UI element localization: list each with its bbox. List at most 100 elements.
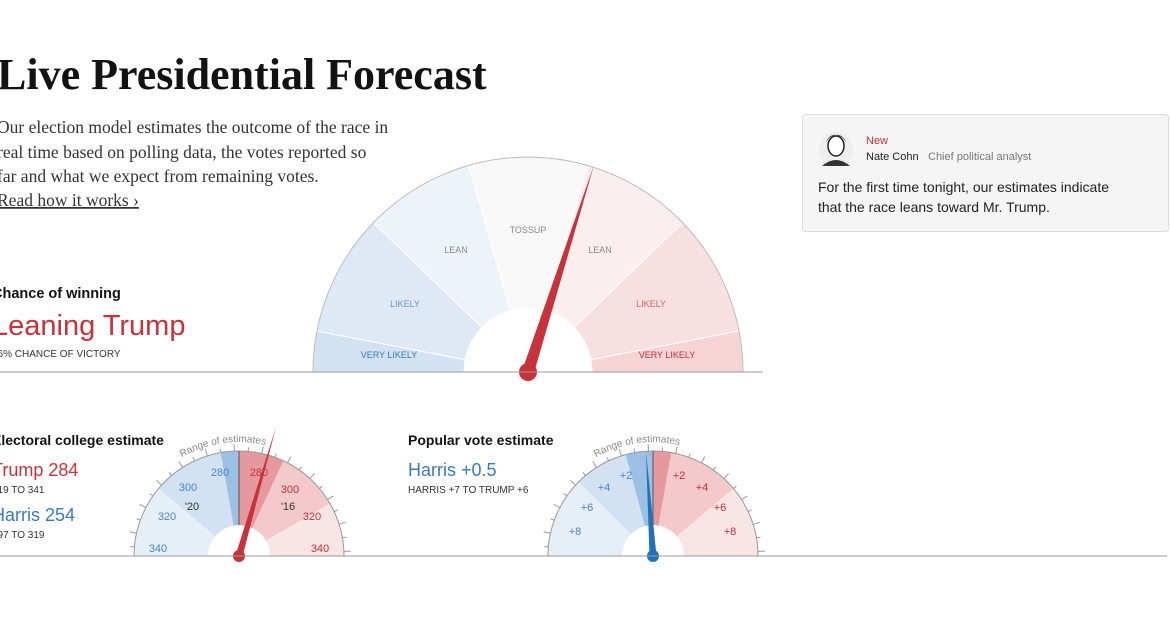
badge: New xyxy=(866,135,888,147)
tick xyxy=(274,453,277,458)
zone-label: VERY LIKELY xyxy=(639,350,696,360)
main-gauge: VERY LIKELY LIKELY LEAN TOSSUP LEAN LIKELY VER… xyxy=(312,156,744,381)
avatar-hair xyxy=(826,134,846,142)
tick xyxy=(582,472,586,476)
tick xyxy=(342,536,347,539)
needle xyxy=(646,452,657,557)
tick xyxy=(178,461,184,468)
tick xyxy=(204,449,208,457)
tick xyxy=(592,461,598,468)
tick-label: 280 xyxy=(250,467,268,479)
tick xyxy=(338,521,346,525)
tick xyxy=(543,531,551,534)
range: 219 TO 341 xyxy=(0,485,45,496)
tick-label: 320 xyxy=(303,511,321,523)
tick-label: 340 xyxy=(149,543,167,555)
tick xyxy=(333,509,338,513)
tick xyxy=(319,485,323,489)
range-band xyxy=(158,451,239,537)
description: real time based on polling data, the vot… xyxy=(0,142,367,162)
zone-label: LEAN xyxy=(588,245,612,255)
zone-label: LIKELY xyxy=(390,299,420,309)
tick xyxy=(553,503,561,508)
tick-label: +8 xyxy=(724,526,737,538)
tick xyxy=(675,446,678,454)
needle xyxy=(522,165,594,374)
range: 197 TO 319 xyxy=(0,530,45,541)
headline: Leaning Trump xyxy=(0,310,185,342)
tick-label: +8 xyxy=(569,526,582,538)
gauge-label: Electoral college estimate xyxy=(0,432,164,448)
update-text: For the first time tonight, our estimate… xyxy=(818,179,1109,195)
tick xyxy=(139,503,147,508)
tick-label: +4 xyxy=(696,482,709,494)
tick-label: +2 xyxy=(620,470,633,482)
avatar-body xyxy=(822,160,850,166)
marker-label: '20 xyxy=(185,501,199,513)
tick xyxy=(618,449,622,457)
harris-estimate: Harris 254 xyxy=(0,505,75,525)
popular-gauge: Range of estimates+2+4+6+8+2+4+6+8 xyxy=(543,434,765,562)
tick xyxy=(168,472,172,476)
tick-label: 280 xyxy=(211,467,229,479)
tick xyxy=(550,518,555,521)
gauge-label: Chance of winning xyxy=(0,286,121,302)
likely-band xyxy=(653,451,672,526)
zone-label: TOSSUP xyxy=(510,225,547,235)
avatar-face xyxy=(827,135,845,157)
likely-band xyxy=(625,451,653,527)
description: far and what we expect from remaining vo… xyxy=(0,166,319,186)
update-card: New Nate Cohn Chief political analyst Fo… xyxy=(802,114,1169,232)
tick xyxy=(570,479,576,486)
tick xyxy=(327,495,334,501)
tick xyxy=(309,473,316,479)
author-role: Chief political analyst xyxy=(928,151,1031,163)
tick xyxy=(156,479,162,486)
update-text: that the race leans toward Mr. Trump. xyxy=(818,199,1050,215)
marker-label: '16 xyxy=(281,501,295,513)
subtext: 56% CHANCE OF VICTORY xyxy=(0,349,121,360)
tick-label: 340 xyxy=(311,543,329,555)
card-box xyxy=(802,114,1169,232)
tick-label: 320 xyxy=(158,511,176,523)
tick xyxy=(606,457,610,462)
zone-label: LEAN xyxy=(444,245,468,255)
tick-label: 300 xyxy=(179,482,197,494)
tick xyxy=(741,495,748,501)
tick xyxy=(752,521,760,525)
tick xyxy=(563,493,568,497)
tick-label: +6 xyxy=(714,502,727,514)
tick xyxy=(747,509,752,513)
tick xyxy=(723,473,730,479)
zone-label: VERY LIKELY xyxy=(361,350,418,360)
range-band xyxy=(653,451,734,537)
range: HARRIS +7 TO TRUMP +6 xyxy=(408,485,529,496)
tick-label: +2 xyxy=(673,470,686,482)
tick xyxy=(219,448,222,453)
likely-band xyxy=(239,451,284,528)
tick xyxy=(136,518,141,521)
tick-label: +6 xyxy=(581,502,594,514)
needle xyxy=(235,427,276,557)
tick xyxy=(701,456,706,464)
gauge-label: Popular vote estimate xyxy=(408,432,554,448)
tick xyxy=(688,453,691,458)
tick xyxy=(712,466,716,471)
tick xyxy=(633,448,636,453)
tick xyxy=(129,531,137,534)
tick-label: 300 xyxy=(281,484,299,496)
tick xyxy=(287,456,292,464)
author: Nate Cohn xyxy=(866,151,919,163)
tick xyxy=(261,446,264,454)
popular-estimate: Harris +0.5 xyxy=(408,460,497,480)
tick xyxy=(149,493,154,497)
tick xyxy=(192,457,196,462)
description: Our election model estimates the outcome… xyxy=(0,117,388,137)
trump-estimate: Trump 284 xyxy=(0,460,78,480)
read-more-link[interactable]: Read how it works › xyxy=(0,190,139,210)
electoral-gauge: Range of estimates2803003203402803003203… xyxy=(129,427,351,562)
page-title: Live Presidential Forecast xyxy=(0,50,487,99)
gauge-outline xyxy=(312,156,744,373)
tick xyxy=(756,536,761,539)
